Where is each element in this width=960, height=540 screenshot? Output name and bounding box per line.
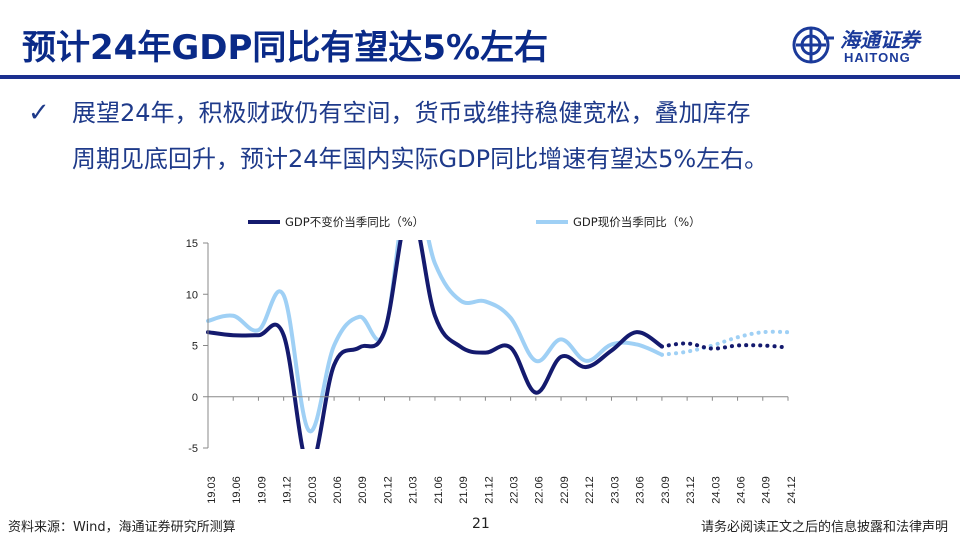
x-tick-label: 19.06 [231,476,243,504]
x-tick-label: 20.06 [332,476,344,504]
haitong-logo: 海通证券 HAITONG [790,22,940,70]
page-number: 21 [472,516,490,532]
y-tick-label: 0 [192,392,198,404]
y-tick-label: 5 [192,341,198,353]
bullet-line-1: 展望24年，积极财政仍有空间，货币或维持稳健宽松，叠加库存 [72,99,751,127]
y-tick-label: -5 [188,443,198,455]
x-tick-label: 21.06 [433,476,445,504]
x-tick-label: 23.06 [635,476,647,504]
x-tick-label: 23.09 [660,476,672,504]
source-note: 资料来源：Wind，海通证券研究所测算 [8,520,236,535]
series-nominal-gdp-forecast [659,329,790,357]
x-tick-label: 19.03 [206,476,218,504]
x-tick-label: 22.12 [584,476,596,504]
checkmark-icon: ✓ [28,98,50,128]
x-tick-label: 20.03 [307,476,319,504]
logo-text-en: HAITONG [844,50,911,65]
x-tick-label: 21.09 [458,476,470,504]
x-tick-label: 24.03 [710,476,722,504]
x-tick-label: 22.09 [559,476,571,504]
y-tick-label: 10 [186,289,198,301]
series-real-gdp-forecast [659,341,790,351]
x-tick-label: 21.12 [483,476,495,504]
x-tick-label: 21.03 [408,476,420,504]
legend-label: GDP现价当季同比（%） [573,215,701,229]
legend-label: GDP不变价当季同比（%） [285,215,424,229]
x-tick-label: 22.06 [534,476,546,504]
series-nominal-gdp-line [206,240,664,434]
x-tick-label: 19.12 [282,476,294,504]
x-tick-label: 20.12 [382,476,394,504]
x-tick-label: 22.03 [509,476,521,504]
bullet-line-2: 周期见底回升，预计24年国内实际GDP同比增速有望达5%左右。 [72,145,769,173]
series-real-gdp-line [206,240,664,449]
legal-disclaimer: 请务必阅读正文之后的信息披露和法律声明 [700,520,948,535]
haitong-emblem-icon [792,26,834,64]
x-tick-label: 24.09 [761,476,773,504]
x-tick-label: 24.12 [786,476,798,504]
page-title: 预计24年GDP同比有望达5%左右 [22,28,549,68]
summary-bullet: ✓ 展望24年，积极财政仍有空间，货币或维持稳健宽松，叠加库存 周期见底回升，预… [28,90,928,182]
x-tick-label: 24.06 [735,476,747,504]
y-tick-label: 15 [186,238,198,250]
title-divider [0,75,960,79]
logo-text-cn: 海通证券 [840,28,920,52]
x-tick-label: 20.09 [357,476,369,504]
x-tick-label: 23.12 [685,476,697,504]
x-tick-label: 19.09 [256,476,268,504]
x-tick-label: 23.03 [609,476,621,504]
